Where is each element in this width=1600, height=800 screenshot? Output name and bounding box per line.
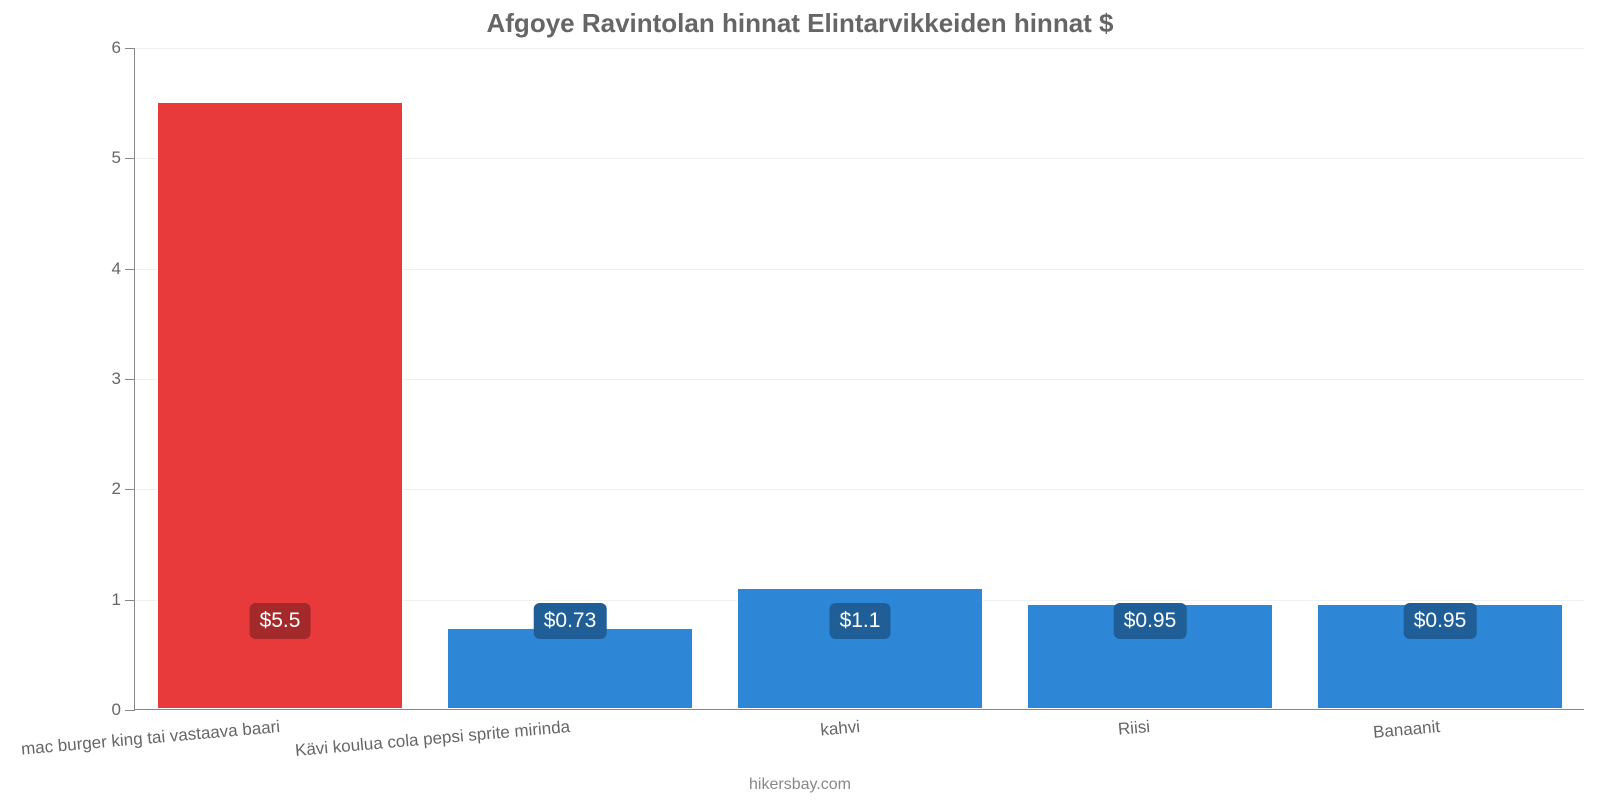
- price-bar-chart: Afgoye Ravintolan hinnat Elintarvikkeide…: [0, 0, 1600, 800]
- y-axis-label: 5: [112, 148, 121, 168]
- y-axis-label: 0: [112, 700, 121, 720]
- y-axis-label: 2: [112, 479, 121, 499]
- chart-attribution: hikersbay.com: [0, 776, 1600, 794]
- chart-title: Afgoye Ravintolan hinnat Elintarvikkeide…: [0, 8, 1600, 39]
- y-axis-label: 1: [112, 590, 121, 610]
- x-axis-label: Kävi koulua cola pepsi sprite mirinda: [294, 717, 571, 761]
- bar-value-label: $0.73: [534, 603, 607, 639]
- y-tick: [125, 269, 135, 270]
- y-axis-label: 4: [112, 259, 121, 279]
- gridline: [135, 48, 1584, 49]
- y-axis-label: 6: [112, 38, 121, 58]
- y-tick: [125, 158, 135, 159]
- bar: [447, 628, 694, 709]
- y-tick: [125, 600, 135, 601]
- bar-value-label: $0.95: [1114, 603, 1187, 639]
- y-tick: [125, 379, 135, 380]
- x-axis-label: mac burger king tai vastaava baari: [20, 717, 281, 760]
- bar-value-label: $5.5: [250, 603, 311, 639]
- bar-value-label: $0.95: [1404, 603, 1477, 639]
- y-axis-label: 3: [112, 369, 121, 389]
- y-tick: [125, 710, 135, 711]
- bar-value-label: $1.1: [830, 603, 891, 639]
- x-axis-label: Riisi: [1117, 717, 1151, 740]
- x-axis-label: Banaanit: [1372, 717, 1441, 743]
- x-axis-label: kahvi: [820, 717, 861, 740]
- y-tick: [125, 489, 135, 490]
- plot-area: 0123456$5.5mac burger king tai vastaava …: [134, 48, 1584, 710]
- y-tick: [125, 48, 135, 49]
